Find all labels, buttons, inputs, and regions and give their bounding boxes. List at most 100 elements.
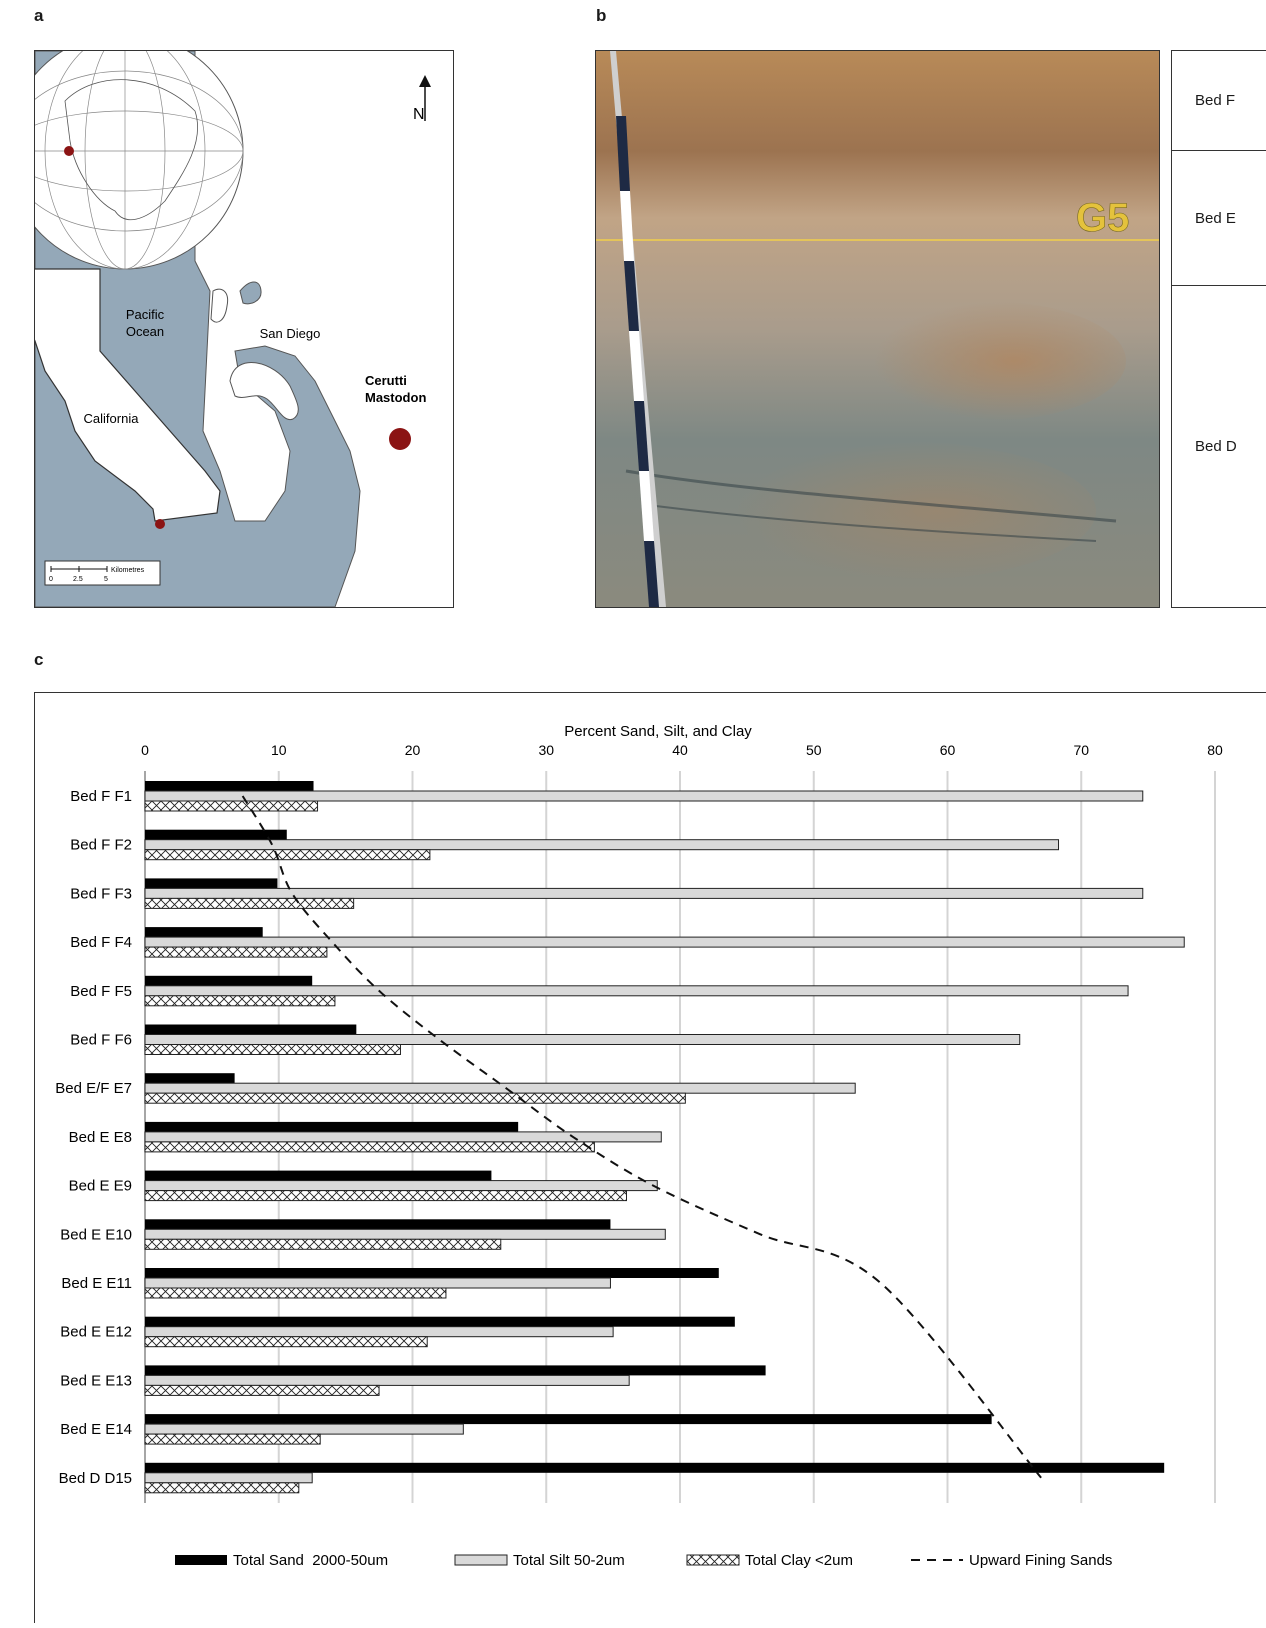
legend-label-clay: Total Clay <2um [745,1552,853,1569]
legend-swatch-silt [454,1554,508,1566]
category-label: Bed D D15 [59,1470,132,1487]
bar-clay [144,1092,686,1104]
bar-silt [144,1277,611,1289]
north-label: N [413,106,425,123]
bar-silt [144,1180,658,1192]
bed-cell-f: Bed F [1172,51,1266,151]
photo-label-g5: G5 [1076,196,1129,240]
category-label: Bed F F6 [70,1032,132,1049]
legend-swatch-sand [175,1555,227,1565]
bar-silt [144,790,1144,802]
california-outline [35,268,221,522]
x-tick-label: 20 [405,742,421,758]
bar-sand [145,1462,1165,1473]
category-label: Bed F F5 [70,983,132,1000]
category-label: Bed F F4 [70,934,132,951]
bar-clay [144,800,319,812]
bar-sand [145,829,287,840]
bar-sand [145,1121,519,1132]
bay-landform [229,362,299,421]
bar-sand [145,1414,992,1425]
bar-silt [144,1472,313,1484]
bar-clay [144,946,328,958]
category-label: Bed E E9 [69,1178,132,1195]
category-label: Bed E E10 [60,1226,132,1243]
bar-clay [144,995,336,1007]
bed-column: Bed F Bed E Bed D [1171,50,1266,608]
x-tick-label: 30 [538,742,554,758]
bar-sand [145,1316,735,1327]
category-label: Bed E E14 [60,1421,132,1438]
bar-clay [144,1044,401,1055]
bar-clay [144,1384,380,1396]
bar-sand [145,975,313,986]
x-tick-label: 60 [940,742,956,758]
grain-size-chart: Percent Sand, Silt, and Clay 0 10 20 30 40 50… [34,692,1266,1623]
bar-clay [144,1433,321,1445]
north-arrow-icon [419,75,431,121]
category-label: Bed E E12 [60,1324,132,1341]
bed-label-e: Bed E [1195,209,1236,227]
bar-silt [144,1082,856,1094]
tick-layer: 0 10 20 30 40 50 60 70 80 [141,742,1223,758]
bar-silt [144,985,1129,997]
bar-silt [144,1131,662,1143]
bed-label-f: Bed F [1195,92,1236,109]
globe-icon [35,51,244,270]
bed-cell-e: Bed E [1172,151,1266,286]
bay-island [210,288,229,323]
panel-label-b: b [596,6,607,25]
panel-label-a: a [34,6,44,25]
site-label-2: Mastodon [365,390,426,405]
x-tick-label: 50 [806,742,822,758]
bar-layer [144,781,1185,1494]
scale-unit: Kilometres [111,567,145,574]
legend-label-silt: Total Silt 50-2um [513,1552,625,1569]
bar-sand [145,927,263,938]
pacific-label-2: Ocean [126,324,164,339]
bar-sand [145,878,278,889]
bar-silt [144,1228,666,1240]
scale-tick-1: 2.5 [73,576,83,583]
bar-sand [145,1170,492,1181]
category-label: Bed E E11 [61,1275,132,1292]
bar-silt [144,887,1144,899]
bar-clay [144,1238,502,1250]
north-bay [239,281,262,305]
bar-sand [145,781,314,791]
x-tick-label: 0 [141,742,149,758]
legend-swatch-clay [686,1554,740,1566]
bar-silt [144,1034,1021,1045]
bed-label-d: Bed D [1195,438,1237,455]
bar-clay [144,897,355,909]
category-label: Bed F F2 [70,837,132,854]
bar-clay [144,849,431,861]
legend-label-trend: Upward Fining Sands [969,1552,1112,1569]
bar-clay [144,1336,428,1348]
panel-label-c: c [34,650,44,669]
x-tick-label: 40 [672,742,688,758]
bar-silt [144,1423,464,1435]
category-layer: Bed F F1 Bed F F2 Bed F F3 Bed F F4 Bed F F5… [55,788,132,1487]
outcrop-photo: G5 [595,50,1160,608]
california-label: California [84,411,140,426]
scale-tick-0: 0 [49,576,53,583]
scale-tick-2: 5 [104,576,108,583]
bar-sand [145,1024,357,1035]
category-label: Bed F F3 [70,885,132,902]
cerutti-site-marker [389,428,411,450]
bar-clay [144,1141,595,1153]
bar-sand [145,1073,235,1084]
chart-title: Percent Sand, Silt, and Clay [564,723,752,740]
category-label: Bed E/F E7 [55,1080,132,1097]
bed-cell-d: Bed D [1172,286,1266,607]
measuring-staff [610,51,666,607]
site-label-1: Cerutti [365,373,407,388]
chart-svg: Percent Sand, Silt, and Clay 0 10 20 30 40 50… [55,723,1223,1569]
bar-silt [144,839,1060,851]
map-svg: N Pacific Ocean San Diego California Cer… [35,51,431,607]
bar-silt [144,936,1185,948]
bar-silt [144,1326,614,1338]
bar-sand [145,1219,611,1230]
bar-clay [144,1190,627,1202]
